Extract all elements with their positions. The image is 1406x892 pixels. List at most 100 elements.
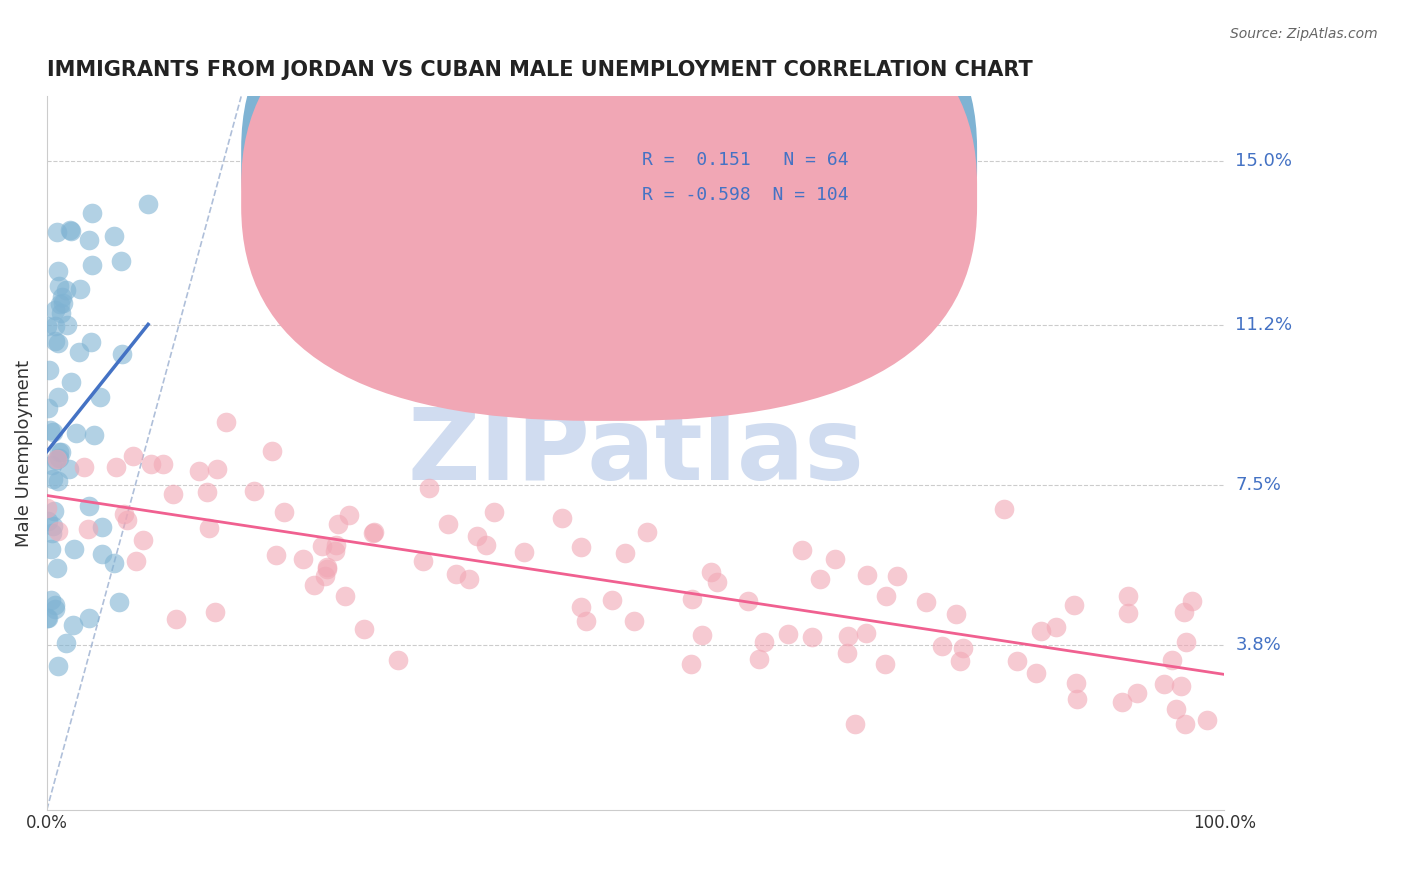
Point (56, 318, 79, 332)
Point (42, 503, 65, 517)
Point (41, 472, 63, 486)
Point (80, 205, 103, 219)
Text: IMMIGRANTS FROM JORDAN VS CUBAN MALE UNEMPLOYMENT CORRELATION CHART: IMMIGRANTS FROM JORDAN VS CUBAN MALE UNE… (46, 60, 1032, 79)
Text: R =  0.151   N = 64: R = 0.151 N = 64 (641, 151, 848, 169)
Point (152, 457, 174, 471)
Point (162, 487, 184, 501)
Point (91, 548, 114, 562)
Point (37, 401, 59, 416)
Point (326, 516, 349, 531)
Point (44, 334, 66, 349)
Point (856, 567, 879, 582)
Point (465, 529, 488, 543)
Text: ZIPatlas: ZIPatlas (408, 404, 865, 501)
Point (1174, 635, 1197, 649)
Point (41, 458, 63, 473)
Point (681, 591, 703, 606)
Point (748, 652, 770, 666)
Point (311, 539, 333, 553)
Point (165, 612, 187, 626)
Point (1153, 677, 1175, 691)
Point (778, 627, 800, 641)
Point (1173, 605, 1195, 619)
Point (83, 428, 105, 442)
Point (80, 258, 103, 272)
Point (292, 551, 315, 566)
Point (418, 481, 440, 495)
Text: R = -0.598  N = 104: R = -0.598 N = 104 (641, 186, 848, 204)
Point (49, 306, 72, 320)
Text: 11.2%: 11.2% (1236, 317, 1292, 334)
Point (45, 453, 67, 467)
Point (837, 629, 859, 643)
Point (700, 565, 723, 579)
Point (436, 516, 458, 531)
Point (337, 508, 360, 523)
Point (80, 334, 103, 349)
Point (1174, 717, 1197, 731)
Point (260, 444, 283, 458)
Text: 3.8%: 3.8% (1236, 636, 1281, 655)
Point (1045, 619, 1067, 633)
Point (387, 653, 409, 667)
Point (46, 474, 69, 488)
Point (752, 634, 775, 648)
Point (58, 461, 80, 475)
Point (55, 283, 77, 297)
Point (444, 567, 467, 582)
Point (1111, 695, 1133, 709)
Point (837, 646, 859, 660)
Point (1066, 692, 1088, 706)
Point (1161, 653, 1184, 667)
Point (569, 540, 592, 554)
Point (46, 658, 69, 673)
Point (361, 525, 384, 540)
Point (115, 513, 138, 527)
Point (44, 598, 66, 612)
Point (875, 657, 897, 671)
Point (302, 577, 325, 591)
Point (623, 614, 645, 628)
Point (46, 390, 69, 404)
FancyBboxPatch shape (571, 139, 889, 239)
Point (42, 519, 65, 533)
Point (1007, 654, 1029, 668)
Point (412, 554, 434, 568)
Point (1031, 624, 1053, 638)
Point (575, 615, 598, 629)
Point (91, 520, 114, 534)
Point (243, 484, 266, 499)
Point (35, 611, 58, 625)
Point (104, 459, 127, 474)
Point (37, 514, 59, 528)
Point (44, 319, 66, 334)
Point (49, 297, 72, 311)
Point (198, 521, 221, 535)
Point (482, 505, 505, 519)
Point (706, 574, 728, 589)
Point (1164, 702, 1187, 716)
Point (108, 595, 131, 609)
Point (600, 592, 623, 607)
Point (679, 657, 702, 672)
Point (62, 541, 84, 556)
Point (41, 526, 63, 541)
Point (457, 572, 479, 586)
Point (48, 450, 70, 465)
Point (59, 376, 82, 390)
Point (197, 485, 219, 500)
Point (1116, 606, 1139, 620)
Point (550, 510, 572, 524)
Text: 15.0%: 15.0% (1236, 153, 1292, 170)
Point (613, 546, 636, 560)
Point (323, 544, 346, 558)
Point (132, 533, 155, 548)
Point (110, 254, 132, 268)
Point (1170, 679, 1192, 693)
Point (915, 595, 938, 609)
Point (569, 600, 592, 615)
Point (44, 602, 66, 616)
Point (46, 451, 69, 466)
Text: Source: ZipAtlas.com: Source: ZipAtlas.com (1230, 27, 1378, 41)
Point (125, 554, 148, 568)
